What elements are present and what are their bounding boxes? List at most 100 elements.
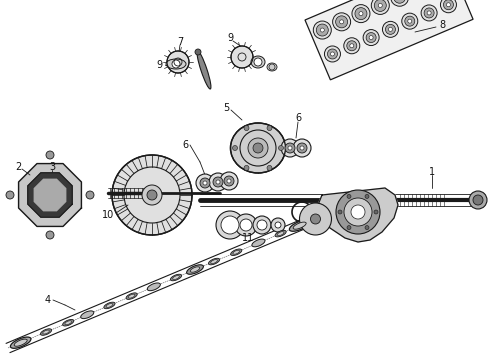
Ellipse shape <box>231 249 242 256</box>
Polygon shape <box>28 173 72 217</box>
Circle shape <box>293 139 311 157</box>
Text: 1: 1 <box>429 167 435 177</box>
Circle shape <box>253 216 271 234</box>
Ellipse shape <box>290 220 310 231</box>
Circle shape <box>393 0 406 3</box>
Circle shape <box>311 214 320 224</box>
Circle shape <box>333 13 351 31</box>
Text: 2: 2 <box>15 162 21 172</box>
Circle shape <box>278 145 284 150</box>
Ellipse shape <box>81 311 94 319</box>
Circle shape <box>352 5 370 23</box>
Circle shape <box>363 30 379 46</box>
Circle shape <box>240 219 252 231</box>
Circle shape <box>195 49 201 55</box>
Circle shape <box>369 36 373 40</box>
Ellipse shape <box>166 59 186 69</box>
Ellipse shape <box>14 339 27 346</box>
Circle shape <box>366 32 376 42</box>
Circle shape <box>351 205 365 219</box>
Ellipse shape <box>40 329 51 335</box>
Circle shape <box>142 185 162 205</box>
Circle shape <box>271 218 285 232</box>
Circle shape <box>424 8 434 18</box>
Text: 9: 9 <box>227 33 233 43</box>
Circle shape <box>112 155 192 235</box>
Circle shape <box>469 191 487 209</box>
Circle shape <box>336 190 380 234</box>
Ellipse shape <box>197 51 211 89</box>
Circle shape <box>216 180 220 184</box>
Text: 4: 4 <box>45 295 51 305</box>
Circle shape <box>299 203 332 235</box>
Ellipse shape <box>63 319 74 326</box>
Circle shape <box>224 176 234 186</box>
Circle shape <box>232 145 238 150</box>
Circle shape <box>267 165 272 170</box>
Text: 7: 7 <box>177 37 183 47</box>
Ellipse shape <box>277 232 284 235</box>
Circle shape <box>244 165 249 170</box>
Circle shape <box>275 222 281 228</box>
Ellipse shape <box>252 239 265 247</box>
Ellipse shape <box>230 123 286 173</box>
Circle shape <box>297 143 307 153</box>
Circle shape <box>213 177 223 187</box>
Ellipse shape <box>173 275 179 279</box>
Circle shape <box>347 226 351 230</box>
Ellipse shape <box>211 260 218 264</box>
Circle shape <box>221 216 239 234</box>
Ellipse shape <box>106 303 113 307</box>
Circle shape <box>365 194 369 198</box>
Circle shape <box>244 126 249 131</box>
Text: 6: 6 <box>295 113 301 123</box>
Circle shape <box>473 195 483 205</box>
Circle shape <box>405 16 415 26</box>
Circle shape <box>355 8 367 20</box>
Circle shape <box>6 191 14 199</box>
Circle shape <box>324 46 341 62</box>
Circle shape <box>285 143 295 153</box>
Circle shape <box>408 19 412 23</box>
Text: 8: 8 <box>439 20 445 30</box>
Circle shape <box>391 0 409 6</box>
Ellipse shape <box>187 265 203 274</box>
Circle shape <box>167 51 189 73</box>
Circle shape <box>172 60 180 68</box>
Bar <box>305 0 473 80</box>
Circle shape <box>350 44 354 48</box>
Circle shape <box>359 12 363 15</box>
Ellipse shape <box>251 56 265 68</box>
Circle shape <box>257 220 267 230</box>
Circle shape <box>288 146 292 150</box>
Polygon shape <box>34 179 66 211</box>
Circle shape <box>446 3 450 7</box>
Polygon shape <box>19 163 81 226</box>
Circle shape <box>313 21 331 39</box>
Circle shape <box>443 0 453 10</box>
Ellipse shape <box>147 283 160 291</box>
Circle shape <box>86 191 94 199</box>
Circle shape <box>200 178 210 188</box>
Circle shape <box>441 0 457 13</box>
Circle shape <box>347 41 357 51</box>
Circle shape <box>227 179 231 183</box>
Circle shape <box>389 27 392 31</box>
Polygon shape <box>318 188 398 242</box>
Circle shape <box>216 211 244 239</box>
Circle shape <box>147 190 157 200</box>
Ellipse shape <box>275 230 286 237</box>
Circle shape <box>320 28 324 32</box>
Circle shape <box>427 11 431 15</box>
Text: 6: 6 <box>182 140 188 150</box>
Circle shape <box>46 231 54 239</box>
Text: 3: 3 <box>49 162 55 172</box>
Ellipse shape <box>233 250 240 254</box>
Circle shape <box>46 151 54 159</box>
Circle shape <box>220 172 238 190</box>
Circle shape <box>383 21 398 37</box>
Ellipse shape <box>267 63 277 71</box>
Circle shape <box>378 4 382 8</box>
Ellipse shape <box>126 293 137 300</box>
Circle shape <box>340 20 343 24</box>
